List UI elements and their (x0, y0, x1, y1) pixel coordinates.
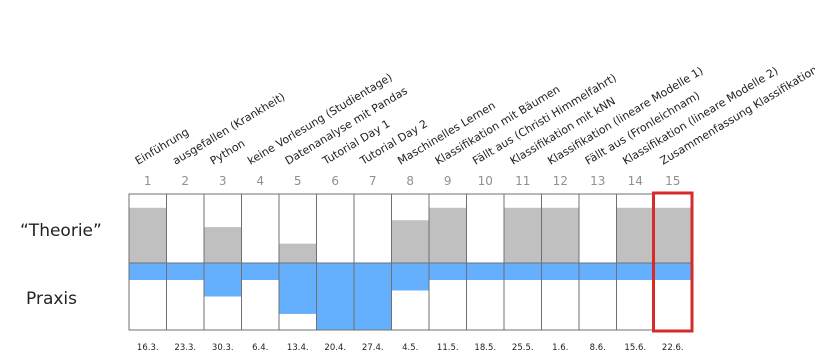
week-number: 6 (331, 174, 339, 188)
week-date: 15.6. (624, 343, 646, 352)
row-label-praxis: Praxis (26, 289, 77, 309)
week-number: 1 (144, 174, 152, 188)
week-topic-label: Klassifikation (lineare Modelle 2) (620, 64, 780, 167)
week-date: 13.4. (287, 343, 309, 352)
theory-bar (279, 243, 317, 263)
week-number: 10 (478, 174, 493, 188)
week-number: 2 (181, 174, 189, 188)
week-number: 4 (256, 174, 264, 188)
week-number: 11 (515, 174, 530, 188)
row-label-theorie: “Theorie” (20, 221, 102, 241)
theory-bar (616, 207, 654, 263)
theory-bar (129, 207, 167, 263)
theory-bar (541, 207, 579, 263)
theory-bar (204, 227, 242, 263)
week-number: 9 (444, 174, 452, 188)
theory-bar (429, 207, 467, 263)
highlight-box (652, 191, 694, 333)
week-date: 22.6. (662, 343, 684, 352)
week-date: 30.3. (212, 343, 234, 352)
week-date: 27.4. (362, 343, 384, 352)
week-date: 1.6. (552, 343, 568, 352)
week-number: 5 (294, 174, 302, 188)
week-date: 11.5. (437, 343, 459, 352)
week-date: 18.5. (474, 343, 496, 352)
week-date: 8.6. (590, 343, 606, 352)
week-date: 25.5. (512, 343, 534, 352)
week-number: 13 (590, 174, 605, 188)
theory-bar (504, 207, 542, 263)
week-number: 8 (406, 174, 414, 188)
week-number: 15 (665, 174, 680, 188)
week-number: 14 (628, 174, 643, 188)
week-date: 4.5. (402, 343, 418, 352)
week-number: 3 (219, 174, 227, 188)
week-number: 7 (369, 174, 377, 188)
week-date: 23.3. (174, 343, 196, 352)
week-number: 12 (553, 174, 568, 188)
theory-bar (654, 207, 692, 263)
week-date: 16.3. (137, 343, 159, 352)
week-date: 6.4. (252, 343, 268, 352)
theory-bar (391, 220, 429, 263)
practice-band (129, 263, 692, 280)
week-date: 20.4. (324, 343, 346, 352)
